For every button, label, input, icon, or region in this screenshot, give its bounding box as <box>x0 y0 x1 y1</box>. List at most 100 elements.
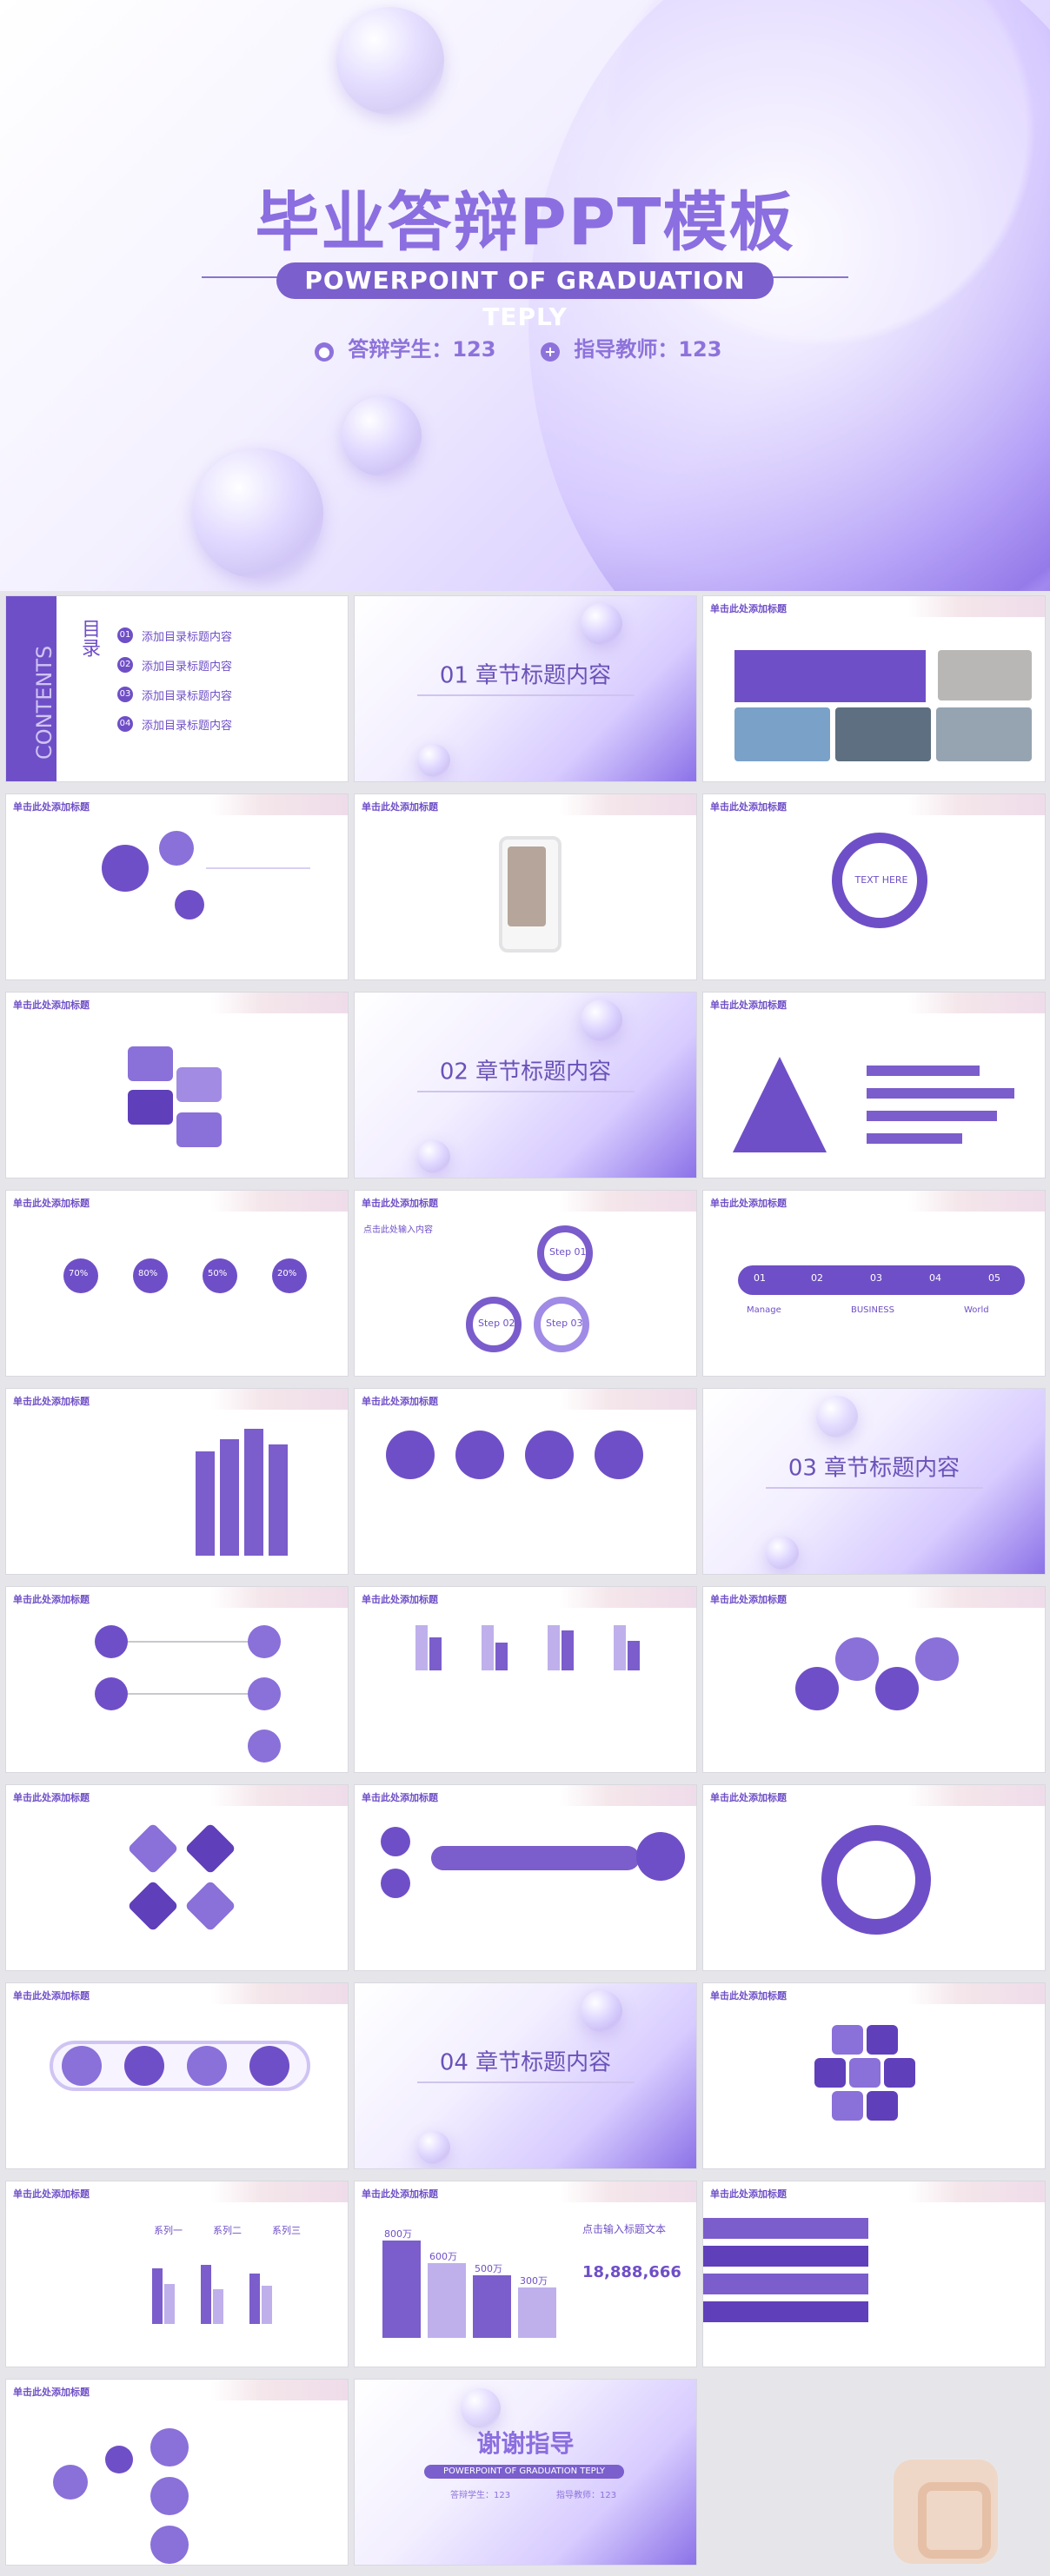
process-track <box>431 1846 640 1870</box>
step-label: Step 02 <box>478 1318 515 1329</box>
slide-donut[interactable]: 单击此处添加标题 <box>702 1784 1046 1971</box>
gear-icon <box>835 1637 879 1681</box>
section-subline <box>416 2081 635 2083</box>
timeline-arrow <box>128 1693 248 1695</box>
slide-gears[interactable]: 单击此处添加标题 <box>5 793 349 980</box>
slide-section-04[interactable]: 04 章节标题内容 <box>354 1982 697 2169</box>
slide-percent-circles[interactable]: 单击此处添加标题 70% 80% 50% 20% <box>5 1190 349 1377</box>
slide-header-decoration <box>6 993 348 1013</box>
slide-wave-timeline[interactable]: 单击此处添加标题 01 02 03 04 05 Manage BUSINESS … <box>702 1190 1046 1377</box>
timeline-node <box>95 1625 128 1658</box>
section-label: 章节标题内容 <box>475 662 612 689</box>
section-number: 04 <box>439 2049 469 2076</box>
value-label: 600万 <box>429 2251 457 2262</box>
bubble-decoration <box>336 7 444 115</box>
timeline-node <box>248 1677 281 1710</box>
slide-hexagons[interactable]: 单击此处添加标题 <box>5 992 349 1178</box>
center-text: TEXT HERE <box>854 874 908 886</box>
text-panel <box>734 650 926 702</box>
slide-title: 单击此处添加标题 <box>710 1990 787 2002</box>
slide-pyramid[interactable]: 单击此处添加标题 <box>702 992 1046 1178</box>
bubble-decoration <box>417 744 450 777</box>
slide-gear-chain[interactable]: 单击此处添加标题 <box>702 1586 1046 1773</box>
slide-values[interactable]: 单击此处添加标题 800万 600万 500万 300万 点击输入标题文本 18… <box>354 2181 697 2367</box>
hero-slide[interactable]: 毕业答辩PPT模板 POWERPOINT OF GRADUATION TEPLY… <box>0 0 1050 591</box>
slide-process[interactable]: 单击此处添加标题 <box>354 1784 697 1971</box>
slide-header-decoration <box>6 1389 348 1410</box>
slide-honeycomb[interactable]: 单击此处添加标题 <box>702 1982 1046 2169</box>
building-bar <box>196 1451 215 1556</box>
slide-column-chart[interactable]: 单击此处添加标题 系列一 系列二 系列三 <box>5 2181 349 2367</box>
thanks-student: 答辩学生：123 <box>450 2491 511 2500</box>
bubble-node <box>150 2428 189 2466</box>
hexagon-tile <box>128 1090 173 1125</box>
slide-header-decoration <box>6 794 348 815</box>
photo-placeholder <box>734 707 830 761</box>
thanks-teacher: 指导教师：123 <box>556 2491 617 2500</box>
contents-item: 02 添加目录标题内容 <box>117 650 317 680</box>
slide-section-03[interactable]: 03 章节标题内容 <box>702 1388 1046 1575</box>
slide-icons-row[interactable]: 单击此处添加标题 <box>354 1388 697 1575</box>
slide-header-decoration <box>355 794 696 815</box>
section-title: 02 章节标题内容 <box>440 1054 611 1086</box>
bubble-decoration <box>816 1396 858 1437</box>
section-number: 02 <box>439 1059 469 1086</box>
slide-title: 单击此处添加标题 <box>362 801 438 813</box>
slide-timeline-arrows[interactable]: 单击此处添加标题 <box>5 1586 349 1773</box>
section-title: 01 章节标题内容 <box>440 658 611 690</box>
hexagon-tile <box>884 2058 915 2088</box>
tablet-screen-photo <box>508 846 546 926</box>
slide-photos[interactable]: 单击此处添加标题 <box>702 595 1046 782</box>
photo-placeholder <box>936 707 1032 761</box>
slide-bar-comparison[interactable]: 单击此处添加标题 <box>354 1586 697 1773</box>
slide-title: 单击此处添加标题 <box>362 1594 438 1605</box>
gear-icon <box>159 831 194 866</box>
hexagon-tile <box>128 1046 173 1081</box>
series-label: 系列三 <box>272 2225 301 2236</box>
contents-catalog: 目录 <box>78 619 100 657</box>
slide-thanks[interactable]: 谢谢指导 POWERPOINT OF GRADUATION TEPLY 答辩学生… <box>354 2379 697 2566</box>
slide-title: 单击此处添加标题 <box>13 1198 90 1209</box>
diamond-tile <box>127 1880 179 1932</box>
value-bar <box>518 2287 556 2338</box>
percent-circle <box>63 1258 98 1293</box>
slide-contents[interactable]: CONTENTS 目录 01 添加目录标题内容 02 添加目录标题内容 03 添… <box>5 595 349 782</box>
slide-steps[interactable]: 单击此处添加标题 点击此处输入内容 Step 01 Step 02 Step 0… <box>354 1190 697 1377</box>
bar-shape <box>867 1111 997 1121</box>
slide-diamonds[interactable]: 单击此处添加标题 <box>5 1784 349 1971</box>
slide-header-decoration <box>703 2181 1045 2202</box>
wave-label: 05 <box>988 1272 1000 1284</box>
slide-tablet[interactable]: 单击此处添加标题 <box>354 793 697 980</box>
step-label: Step 01 <box>549 1246 587 1258</box>
input-title: 点击此处输入内容 <box>363 1225 433 1235</box>
process-node <box>381 1827 410 1856</box>
slide-circle-diagram[interactable]: 单击此处添加标题 TEXT HERE <box>702 793 1046 980</box>
bubble-node <box>150 2526 189 2564</box>
wave-label: 02 <box>811 1272 823 1284</box>
bar-shape <box>415 1625 428 1670</box>
slide-rows[interactable]: 单击此处添加标题 <box>702 2181 1046 2367</box>
wave-word: World <box>964 1305 989 1315</box>
slide-section-02[interactable]: 02 章节标题内容 <box>354 992 697 1178</box>
slide-header-decoration <box>6 1191 348 1212</box>
bubble-decoration <box>461 2388 501 2428</box>
bubble-decoration <box>193 448 323 579</box>
slide-title: 单击此处添加标题 <box>710 999 787 1011</box>
timeline-node <box>248 1625 281 1658</box>
hero-student-text: 答辩学生：123 <box>348 337 496 362</box>
slide-section-01[interactable]: 01 章节标题内容 <box>354 595 697 782</box>
slide-buildings[interactable]: 单击此处添加标题 <box>5 1388 349 1575</box>
series-label: 系列一 <box>154 2225 183 2236</box>
thanks-title: 谢谢指导 <box>476 2429 575 2458</box>
slide-title: 单击此处添加标题 <box>362 2188 438 2200</box>
stats-big-number: 18,888,666 <box>582 2263 681 2281</box>
percent-label: 70% <box>69 1269 89 1278</box>
slide-title: 单击此处添加标题 <box>710 603 787 614</box>
watermark-logo <box>894 2460 998 2564</box>
section-title: 04 章节标题内容 <box>440 2045 611 2077</box>
slide-bubbles[interactable]: 单击此处添加标题 <box>5 2379 349 2566</box>
gear-icon <box>915 1637 959 1681</box>
gear-icon <box>795 1667 839 1710</box>
slide-capsules[interactable]: 单击此处添加标题 <box>5 1982 349 2169</box>
bar-shape <box>867 1066 980 1076</box>
